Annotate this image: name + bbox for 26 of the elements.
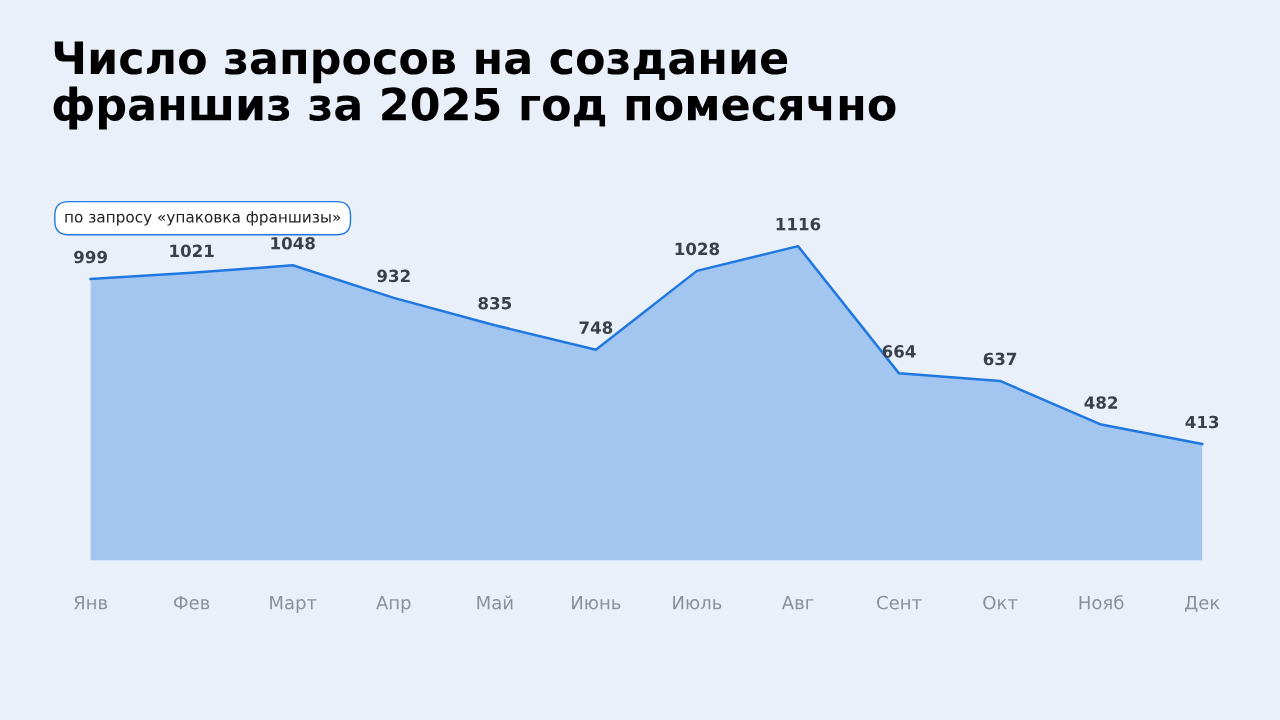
data-label: 413 bbox=[1185, 415, 1219, 429]
data-label: 1021 bbox=[170, 244, 214, 258]
data-label: 748 bbox=[579, 321, 613, 334]
data-label: 482 bbox=[1084, 396, 1118, 409]
data-label: 664 bbox=[882, 345, 916, 358]
x-tick-label: Фев bbox=[174, 596, 210, 610]
data-label: 1048 bbox=[271, 236, 315, 250]
data-label: 1116 bbox=[776, 217, 821, 231]
x-tick-label: Дек bbox=[1185, 596, 1220, 612]
x-tick-label: Март bbox=[270, 596, 317, 613]
x-tick-label: Янв bbox=[74, 596, 108, 610]
data-label: 932 bbox=[377, 269, 410, 283]
data-label: 1028 bbox=[675, 242, 720, 256]
chart-title: Число запросов на создание франшиз за 2025 год помесячно bbox=[53, 41, 896, 130]
data-label: 637 bbox=[983, 352, 1017, 366]
x-tick-label: Июнь bbox=[572, 596, 621, 610]
x-tick-label: Май bbox=[477, 595, 513, 610]
x-tick-label: Окт bbox=[983, 595, 1018, 610]
data-label: 999 bbox=[74, 250, 107, 264]
x-tick-label: Июль bbox=[673, 596, 722, 610]
x-tick-label: Авг bbox=[781, 596, 814, 610]
x-tick-label: Сент bbox=[877, 595, 922, 610]
x-tick-label: Нояб bbox=[1079, 595, 1124, 610]
chart-subtitle: по запросу «упаковка франшизы» bbox=[65, 211, 341, 226]
x-tick-label: Апр bbox=[376, 596, 411, 613]
data-label: 835 bbox=[478, 296, 512, 310]
